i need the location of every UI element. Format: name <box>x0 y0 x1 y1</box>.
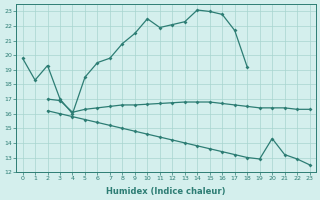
X-axis label: Humidex (Indice chaleur): Humidex (Indice chaleur) <box>106 187 226 196</box>
